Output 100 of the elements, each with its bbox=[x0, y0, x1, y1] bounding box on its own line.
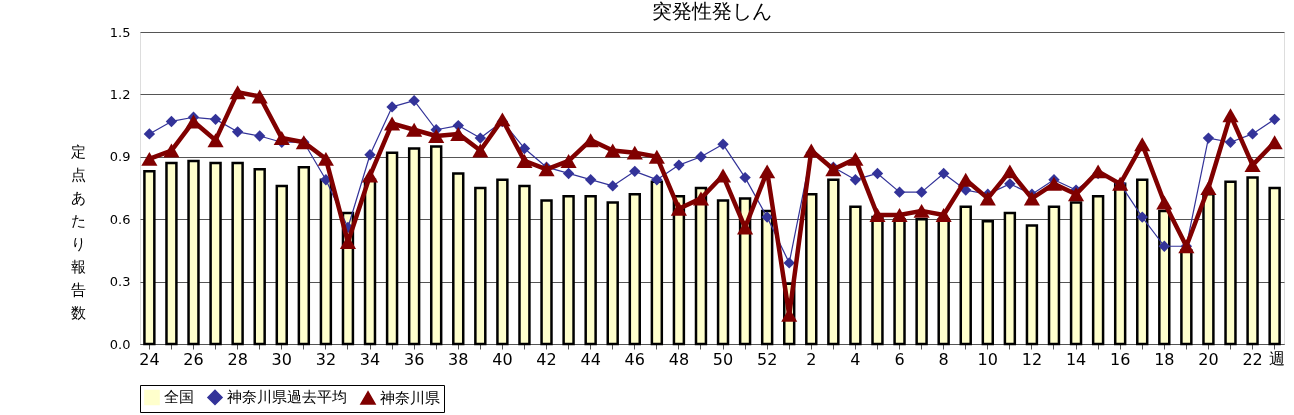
x-tick-label: 48 bbox=[668, 349, 690, 369]
x-tick-label: 4 bbox=[850, 349, 861, 369]
x-tick-label: 44 bbox=[580, 349, 601, 369]
bar bbox=[297, 165, 311, 346]
point bbox=[626, 145, 643, 160]
legend-label: 全国 bbox=[164, 388, 194, 407]
x-tick-label: 20 bbox=[1198, 349, 1219, 369]
point bbox=[253, 130, 266, 142]
x-tick-label: 26 bbox=[183, 349, 204, 369]
bar bbox=[165, 161, 178, 346]
bar bbox=[584, 195, 597, 346]
x-tick-label: 30 bbox=[271, 349, 292, 369]
point bbox=[915, 186, 928, 198]
point bbox=[428, 129, 445, 143]
point bbox=[1004, 178, 1016, 190]
point bbox=[893, 186, 906, 198]
point bbox=[386, 101, 398, 113]
point bbox=[209, 113, 222, 126]
point bbox=[891, 208, 908, 223]
bar bbox=[716, 199, 730, 346]
point bbox=[1200, 181, 1217, 195]
x-tick-label: 8 bbox=[938, 349, 949, 369]
point bbox=[143, 128, 156, 140]
bar bbox=[959, 205, 972, 346]
point bbox=[518, 142, 531, 155]
point bbox=[847, 151, 864, 166]
x-tick-label: 34 bbox=[359, 349, 381, 369]
y-axis-title: 定点あたり報告数 bbox=[70, 143, 86, 322]
x-tick-label: 16 bbox=[1110, 349, 1131, 369]
y-tick-label: 0.9 bbox=[109, 149, 131, 165]
point bbox=[474, 132, 487, 144]
x-tick-label: 52 bbox=[756, 349, 778, 369]
point bbox=[1067, 187, 1085, 202]
point bbox=[408, 94, 420, 107]
point bbox=[825, 162, 842, 177]
bar bbox=[452, 172, 465, 346]
point bbox=[229, 85, 246, 100]
bar bbox=[253, 168, 266, 346]
x-tick-label: 38 bbox=[448, 349, 469, 369]
point bbox=[1224, 136, 1237, 148]
point bbox=[714, 168, 732, 183]
bar bbox=[694, 186, 708, 346]
point bbox=[629, 165, 641, 178]
point bbox=[1202, 132, 1215, 144]
bar bbox=[518, 184, 531, 346]
bar bbox=[385, 151, 399, 346]
bar bbox=[1025, 224, 1039, 346]
bar bbox=[981, 220, 995, 346]
bar bbox=[805, 192, 818, 346]
point bbox=[607, 180, 619, 192]
point bbox=[783, 257, 795, 269]
chart-title: 突発性発しん bbox=[652, 0, 772, 23]
point bbox=[739, 171, 751, 184]
point bbox=[560, 153, 577, 168]
x-tick-label: 36 bbox=[403, 349, 425, 369]
bar bbox=[650, 180, 664, 346]
point bbox=[737, 220, 754, 235]
point bbox=[384, 116, 401, 131]
point bbox=[648, 149, 665, 164]
bar bbox=[1180, 249, 1193, 346]
x-tick-label: 2 bbox=[806, 349, 817, 369]
point bbox=[231, 126, 244, 138]
bar bbox=[827, 178, 840, 346]
x-tick-label: 12 bbox=[1021, 349, 1043, 369]
bar bbox=[849, 205, 862, 346]
point bbox=[364, 149, 376, 161]
x-tick-label: 24 bbox=[139, 349, 160, 369]
bar bbox=[628, 192, 641, 346]
point bbox=[673, 159, 685, 171]
bar bbox=[540, 199, 553, 346]
bar bbox=[275, 184, 288, 346]
point bbox=[516, 153, 533, 168]
point bbox=[584, 173, 597, 186]
point bbox=[562, 167, 575, 180]
point bbox=[1045, 176, 1063, 191]
bar bbox=[1224, 180, 1237, 346]
bar bbox=[1003, 211, 1017, 346]
y-tick-label: 0.6 bbox=[109, 211, 131, 227]
point bbox=[670, 201, 687, 216]
bar bbox=[1202, 192, 1215, 346]
point bbox=[1136, 211, 1148, 223]
point bbox=[761, 211, 773, 223]
point bbox=[935, 208, 952, 223]
point bbox=[651, 173, 663, 186]
bar bbox=[871, 215, 884, 346]
bar bbox=[1246, 176, 1259, 346]
x-tick-label: 18 bbox=[1154, 349, 1175, 369]
bar bbox=[474, 186, 487, 346]
bar bbox=[606, 201, 619, 346]
x-tick-label: 40 bbox=[492, 349, 513, 369]
point bbox=[207, 133, 224, 148]
x-tick-label: 46 bbox=[624, 349, 645, 369]
point bbox=[937, 167, 950, 180]
point bbox=[1158, 240, 1171, 252]
y-tick-label: 0.3 bbox=[109, 274, 131, 290]
point bbox=[273, 131, 290, 146]
point bbox=[717, 138, 729, 151]
legend-label: 神奈川県過去平均 bbox=[227, 388, 347, 407]
y-tick-label: 0.0 bbox=[109, 336, 131, 352]
point bbox=[361, 168, 379, 183]
